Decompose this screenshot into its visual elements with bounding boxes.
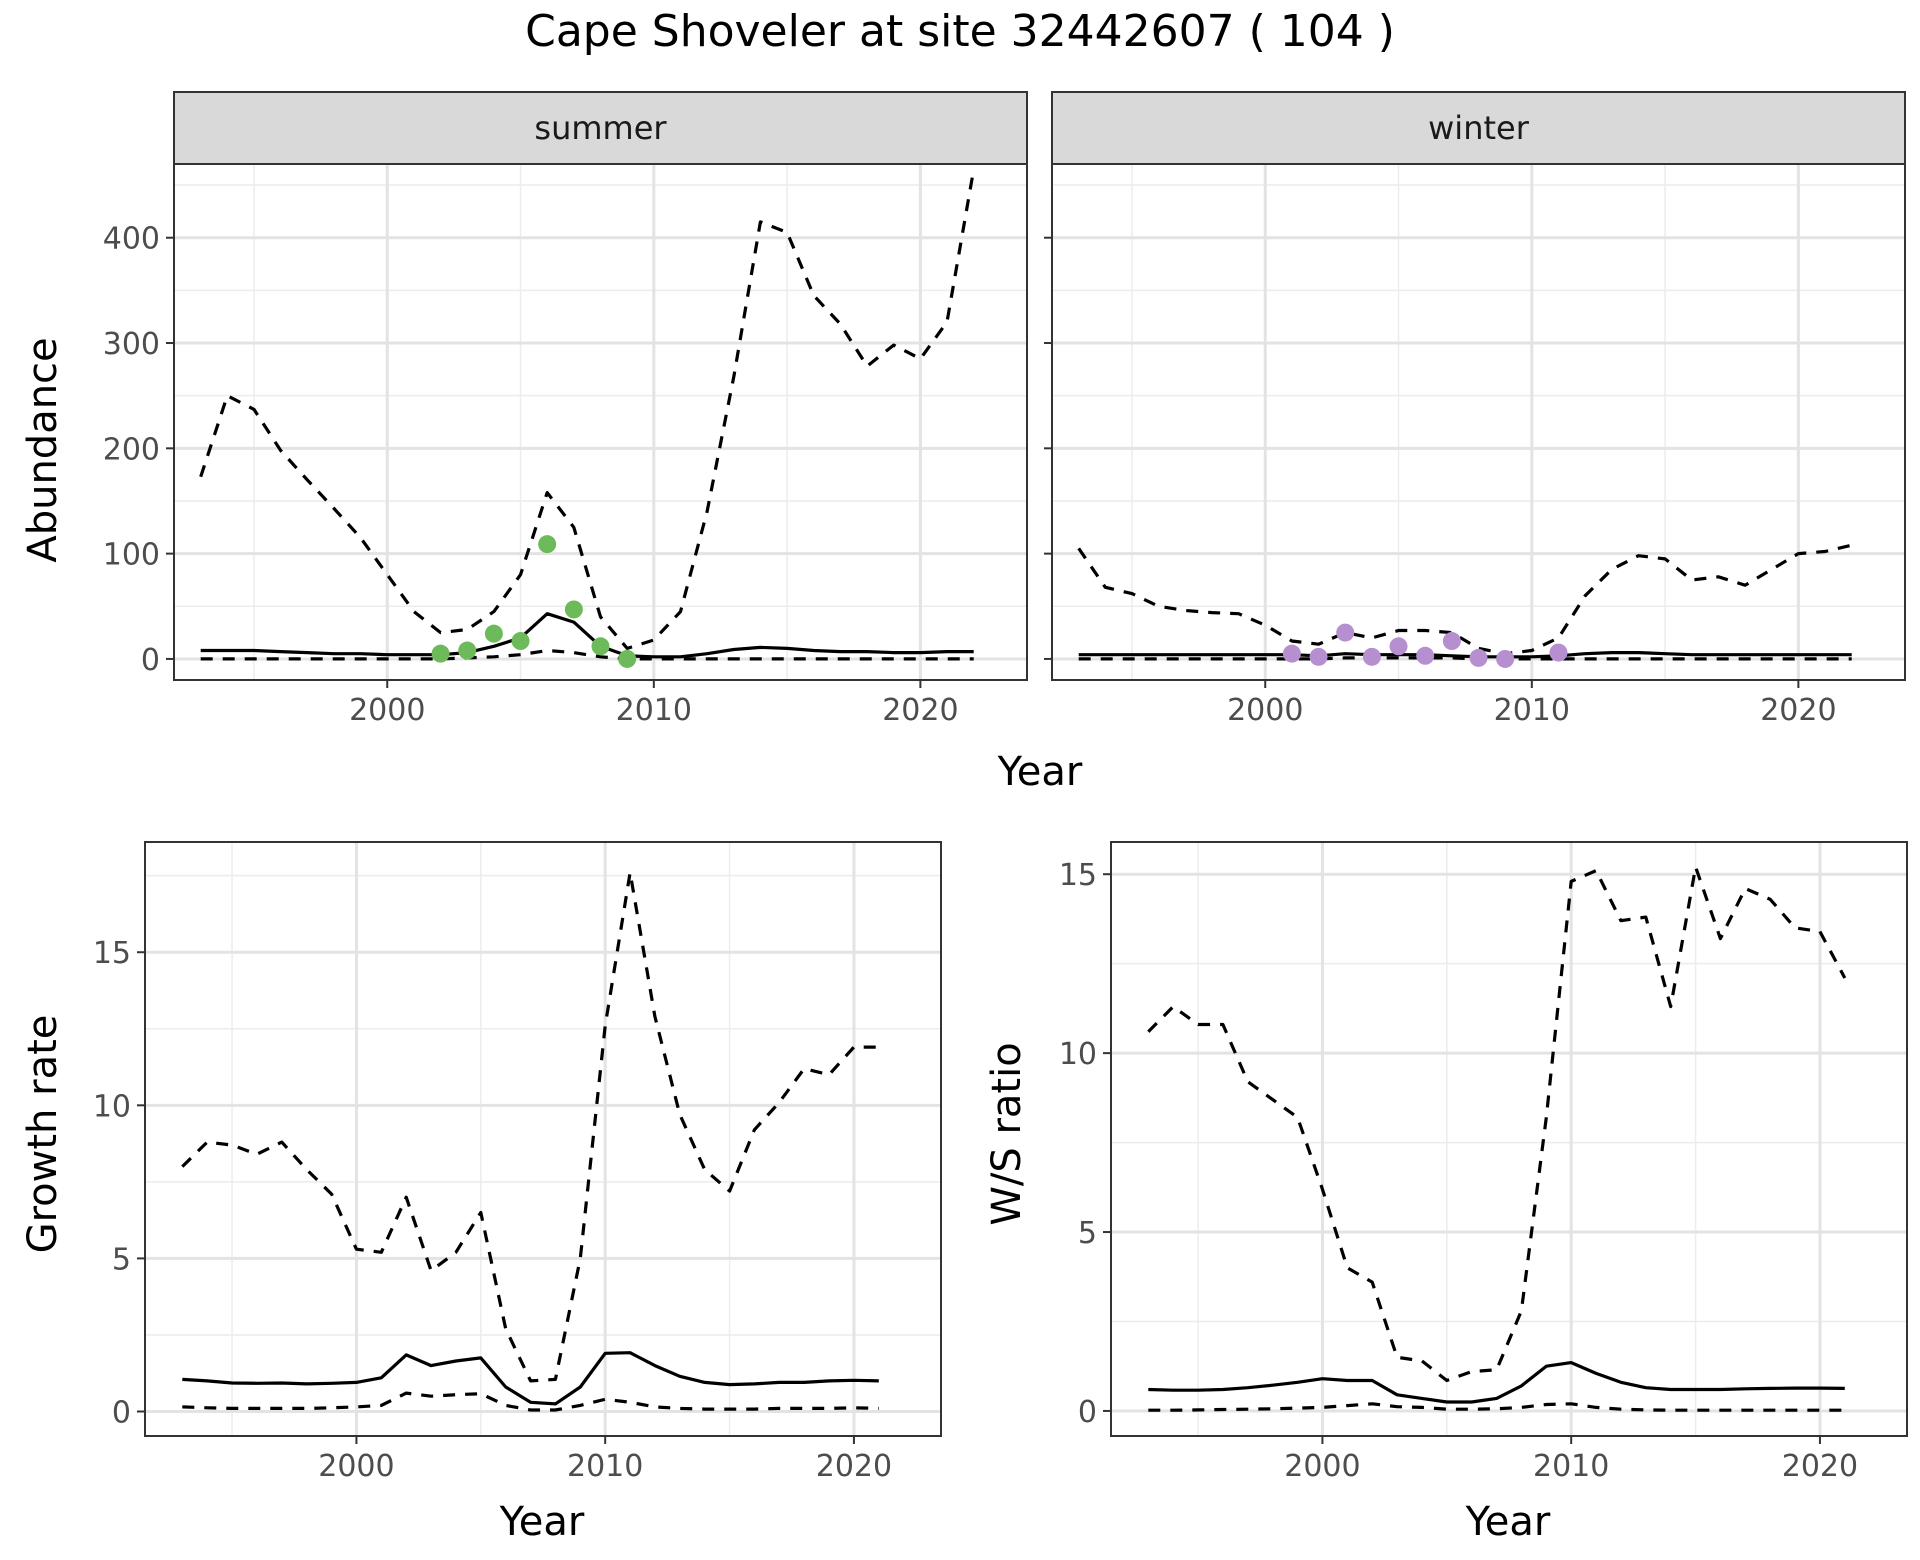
abundance-x-axis-title: Year bbox=[997, 749, 1083, 795]
series-line-upper bbox=[1147, 865, 1847, 1383]
series-line-upper bbox=[1077, 543, 1853, 656]
series-line-median bbox=[182, 1351, 879, 1406]
data-point bbox=[484, 624, 503, 643]
panel-border bbox=[144, 841, 942, 1437]
facet-strip bbox=[1051, 91, 1906, 165]
ws-y-axis-title: W/S ratio bbox=[984, 1042, 1030, 1225]
x-tick-label: 2000 bbox=[349, 693, 425, 728]
x-tick-label: 2000 bbox=[1227, 693, 1303, 728]
panel-ws-ratio: 2000 2010 2020 0 5 10 15 bbox=[1059, 841, 1908, 1484]
data-point bbox=[1282, 644, 1301, 663]
growth-x-axis-title: Year bbox=[499, 1499, 585, 1545]
series-line-lower bbox=[200, 648, 974, 661]
x-tick-label: 2020 bbox=[882, 693, 958, 728]
y-tick-label: 0 bbox=[1078, 1395, 1097, 1430]
x-tick-label: 2010 bbox=[1533, 1449, 1609, 1484]
y-tick-label: 5 bbox=[112, 1242, 131, 1277]
x-tick-label: 2010 bbox=[1494, 693, 1570, 728]
x-tick-label: 2020 bbox=[1782, 1449, 1858, 1484]
x-tick-label: 2000 bbox=[318, 1449, 394, 1484]
data-point bbox=[1309, 647, 1328, 666]
data-point bbox=[431, 644, 450, 663]
y-tick-label: 5 bbox=[1078, 1216, 1097, 1251]
data-point bbox=[591, 637, 610, 656]
series-line-upper bbox=[199, 169, 976, 650]
facet-strip-label: summer bbox=[534, 109, 667, 147]
panel-winter-abundance: winter 2000 2010 2020 bbox=[1044, 91, 1906, 728]
y-tick-label: 300 bbox=[103, 327, 160, 362]
plot-background bbox=[174, 164, 1027, 680]
data-point bbox=[564, 600, 583, 619]
series-line-lower bbox=[182, 1391, 879, 1412]
data-point bbox=[1416, 646, 1435, 665]
data-point bbox=[618, 649, 637, 668]
panel-summer-abundance: summer 2000 2010 2020 0 100 200 300 400 bbox=[103, 91, 1028, 728]
data-point bbox=[1362, 647, 1381, 666]
y-tick-label: 15 bbox=[93, 936, 131, 971]
series-line-median bbox=[1078, 651, 1852, 659]
data-point bbox=[1469, 648, 1488, 667]
data-point bbox=[538, 535, 557, 554]
y-tick-label: 15 bbox=[1059, 858, 1097, 893]
series-line-lower bbox=[1078, 656, 1852, 661]
abundance-y-axis-title: Abundance bbox=[20, 337, 66, 562]
figure-title: Cape Shoveler at site 32442607 ( 104 ) bbox=[525, 6, 1395, 57]
data-point bbox=[1442, 632, 1461, 651]
y-tick-label: 0 bbox=[112, 1396, 131, 1431]
x-tick-label: 2020 bbox=[816, 1449, 892, 1484]
y-tick-label: 10 bbox=[1059, 1037, 1097, 1072]
series-line-median bbox=[200, 612, 974, 659]
facet-strip bbox=[173, 91, 1028, 165]
data-point bbox=[1389, 637, 1408, 656]
data-point bbox=[1336, 623, 1355, 642]
series-line-lower bbox=[1148, 1402, 1845, 1412]
x-tick-label: 2000 bbox=[1284, 1449, 1360, 1484]
x-tick-label: 2010 bbox=[616, 693, 692, 728]
y-tick-label: 400 bbox=[103, 222, 160, 257]
y-tick-label: 10 bbox=[93, 1089, 131, 1124]
ws-x-axis-title: Year bbox=[1465, 1499, 1551, 1545]
series-line-upper bbox=[181, 871, 879, 1383]
panel-border bbox=[1110, 841, 1908, 1437]
panel-growth-rate: 2000 2010 2020 0 5 10 15 bbox=[93, 841, 942, 1484]
panel-border bbox=[1051, 163, 1906, 681]
growth-y-axis-title: Growth rate bbox=[20, 1015, 66, 1254]
data-point bbox=[458, 641, 477, 660]
y-tick-label: 200 bbox=[103, 432, 160, 467]
data-point bbox=[1496, 649, 1515, 668]
x-tick-label: 2020 bbox=[1760, 693, 1836, 728]
data-point bbox=[511, 632, 530, 651]
series-line-median bbox=[1148, 1361, 1845, 1404]
plot-background bbox=[1052, 164, 1905, 680]
y-tick-label: 100 bbox=[103, 538, 160, 573]
facet-strip-label: winter bbox=[1428, 109, 1530, 147]
data-point bbox=[1549, 643, 1568, 662]
y-tick-label: 0 bbox=[141, 643, 160, 678]
panel-border bbox=[173, 163, 1028, 681]
plot-background bbox=[145, 842, 941, 1436]
x-tick-label: 2010 bbox=[567, 1449, 643, 1484]
plot-background bbox=[1111, 842, 1907, 1436]
